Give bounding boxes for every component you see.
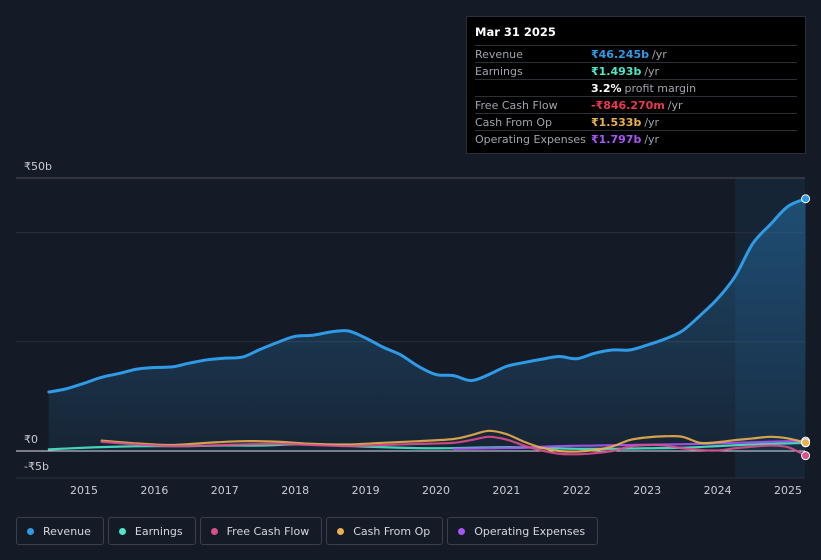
tooltip-row: 3.2% profit margin <box>475 79 797 96</box>
x-tick-label: 2018 <box>281 484 309 497</box>
legend-dot-icon <box>118 527 126 535</box>
tooltip-row-unit: /yr <box>644 64 660 78</box>
x-tick-label: 2016 <box>140 484 168 497</box>
y-tick-label: -₹5b <box>24 460 49 473</box>
x-tick-label: 2021 <box>492 484 520 497</box>
y-tick-label: ₹0 <box>24 433 38 446</box>
tooltip-row-label: Cash From Op <box>475 115 553 129</box>
legend-label: Free Cash Flow <box>226 524 310 538</box>
tooltip-row-unit: /yr <box>667 98 683 112</box>
legend-label: Earnings <box>134 524 183 538</box>
x-tick-label: 2017 <box>211 484 239 497</box>
tooltip-row-value: ₹1.797b <box>591 132 642 146</box>
cash-from-op-end-marker[interactable] <box>801 438 811 448</box>
legend-item-revenue[interactable]: Revenue <box>16 517 104 545</box>
x-axis-labels: 2015 2016 2017 2018 2019 2020 2021 2022 2023 2024… <box>70 484 802 497</box>
end-markers <box>801 194 811 461</box>
legend-dot-icon <box>210 527 218 535</box>
legend-item-free-cash-flow[interactable]: Free Cash Flow <box>199 517 323 545</box>
legend-dot-icon <box>337 527 345 535</box>
series-areas <box>48 198 806 451</box>
tooltip-row-value: ₹1.533b <box>591 115 642 129</box>
legend-label: Operating Expenses <box>474 524 586 538</box>
chart-legend: Revenue Earnings Free Cash Flow Cash From O… <box>16 517 599 545</box>
legend-item-earnings[interactable]: Earnings <box>107 517 196 545</box>
tooltip-row-unit: profit margin <box>624 81 697 95</box>
x-tick-label: 2023 <box>633 484 661 497</box>
x-tick-label: 2025 <box>774 484 802 497</box>
series-lines <box>47 197 808 457</box>
legend-dot-icon <box>458 527 466 535</box>
tooltip-row: Earnings ₹1.493b/yr <box>475 62 797 79</box>
revenue-end-marker[interactable] <box>801 194 811 204</box>
legend-item-cash-from-op[interactable]: Cash From Op <box>326 517 444 545</box>
revenue-line <box>47 197 808 394</box>
tooltip-row: Cash From Op ₹1.533b/yr <box>475 113 797 130</box>
cash-from-op-line <box>100 429 807 453</box>
legend-label: Cash From Op <box>353 524 431 538</box>
legend-label: Revenue <box>43 524 91 538</box>
tooltip-row-value: ₹1.493b <box>591 64 642 78</box>
revenue-area <box>48 198 806 451</box>
free-cash-flow-end-marker[interactable] <box>801 451 811 461</box>
tooltip-row-value: -₹846.270m <box>591 98 665 112</box>
tooltip-row-label: Earnings <box>475 64 523 78</box>
tooltip-row-label: Operating Expenses <box>475 132 586 146</box>
tooltip-panel: Mar 31 2025 Revenue ₹46.245b/yr Earnings ₹1… <box>466 16 806 154</box>
x-tick-label: 2020 <box>422 484 450 497</box>
tooltip-row: Free Cash Flow -₹846.270m/yr <box>475 96 797 113</box>
tooltip-date: Mar 31 2025 <box>475 25 556 39</box>
x-tick-label: 2022 <box>563 484 591 497</box>
tooltip-row-unit: /yr <box>644 132 660 146</box>
x-tick-label: 2024 <box>704 484 732 497</box>
x-tick-label: 2019 <box>352 484 380 497</box>
tooltip-row: Operating Expenses ₹1.797b/yr <box>475 130 797 147</box>
x-tick-label: 2015 <box>70 484 98 497</box>
tooltip-row-value: ₹46.245b <box>591 47 649 61</box>
y-axis-labels: ₹50b ₹0 -₹5b <box>24 160 52 473</box>
y-tick-label: ₹50b <box>24 160 52 173</box>
tooltip-row-label: Free Cash Flow <box>475 98 558 112</box>
tooltip-row: Revenue ₹46.245b/yr <box>475 45 797 62</box>
tooltip-rows: Revenue ₹46.245b/yr Earnings ₹1.493b/yr 3.2%… <box>475 45 797 147</box>
legend-dot-icon <box>27 527 34 535</box>
tooltip-row-unit: /yr <box>651 47 667 61</box>
tooltip-row-value: 3.2% <box>591 81 622 95</box>
free-cash-flow-line <box>100 435 807 457</box>
tooltip-row-unit: /yr <box>644 115 660 129</box>
legend-item-operating-expenses[interactable]: Operating Expenses <box>447 517 599 545</box>
tooltip-row-label: Revenue <box>475 47 523 61</box>
